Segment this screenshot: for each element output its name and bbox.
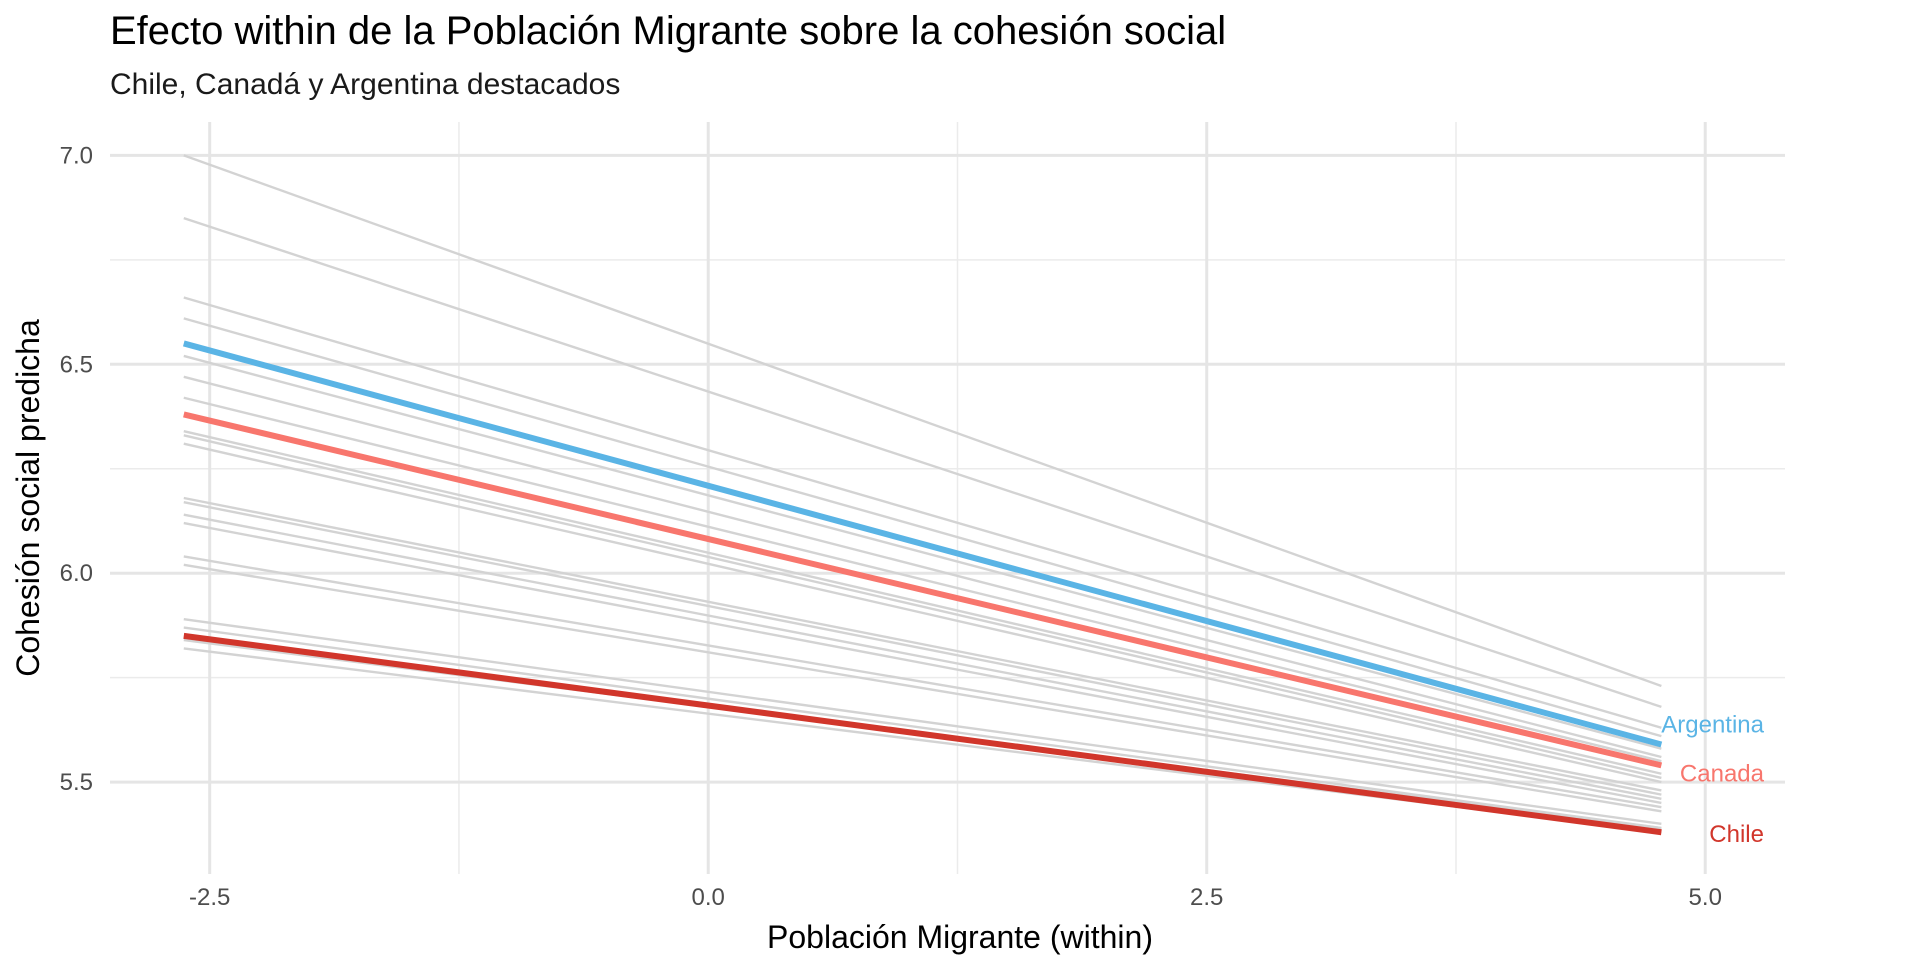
background-series-line xyxy=(183,501,1662,796)
y-axis-tick-labels: 5.5 6.0 6.5 7.0 xyxy=(60,142,93,796)
x-axis-tick-labels: -2.5 0.0 2.5 5.0 xyxy=(189,884,1722,911)
background-series-line xyxy=(183,434,1662,780)
y-tick-label: 6.0 xyxy=(60,560,93,587)
background-series-lines xyxy=(183,154,1662,834)
series-end-labels: Argentina Canada Chile xyxy=(1661,711,1764,848)
series-line-chile xyxy=(183,632,1662,836)
series-label-argentina: Argentina xyxy=(1661,711,1764,738)
y-tick-label: 5.5 xyxy=(60,769,93,796)
background-series-line xyxy=(183,513,1662,800)
chart-title: Efecto within de la Población Migrante s… xyxy=(110,9,1226,53)
chart-subtitle: Chile, Canadá y Argentina destacados xyxy=(110,68,620,101)
background-series-line xyxy=(183,496,1662,792)
x-tick-label: -2.5 xyxy=(189,884,230,911)
x-tick-label: 5.0 xyxy=(1689,884,1722,911)
series-line-canada xyxy=(183,411,1663,769)
background-series-line xyxy=(183,442,1662,784)
background-series-line xyxy=(183,429,1662,775)
y-tick-label: 7.0 xyxy=(60,142,93,169)
x-tick-label: 0.0 xyxy=(692,884,725,911)
background-series-line xyxy=(183,563,1662,813)
x-tick-label: 2.5 xyxy=(1190,884,1223,911)
minor-gridlines xyxy=(110,122,1785,874)
series-label-canada: Canada xyxy=(1680,760,1765,787)
background-series-line xyxy=(183,216,1662,709)
background-series-line xyxy=(183,555,1662,809)
y-axis-title: Cohesión social predicha xyxy=(10,319,46,677)
major-gridlines xyxy=(110,122,1785,874)
background-series-line xyxy=(183,521,1662,805)
series-label-chile: Chile xyxy=(1709,821,1764,848)
background-series-line xyxy=(183,617,1662,826)
background-series-line xyxy=(183,154,1662,688)
background-series-line xyxy=(183,317,1662,738)
background-series-line xyxy=(183,626,1662,830)
background-series-line xyxy=(183,354,1662,750)
background-series-line xyxy=(183,396,1662,763)
background-series-line xyxy=(183,375,1662,759)
highlighted-series-lines xyxy=(182,340,1663,836)
series-line-argentina xyxy=(182,340,1663,748)
background-series-line xyxy=(183,296,1662,729)
x-axis-title: Población Migrante (within) xyxy=(767,919,1153,955)
y-tick-label: 6.5 xyxy=(60,351,93,378)
